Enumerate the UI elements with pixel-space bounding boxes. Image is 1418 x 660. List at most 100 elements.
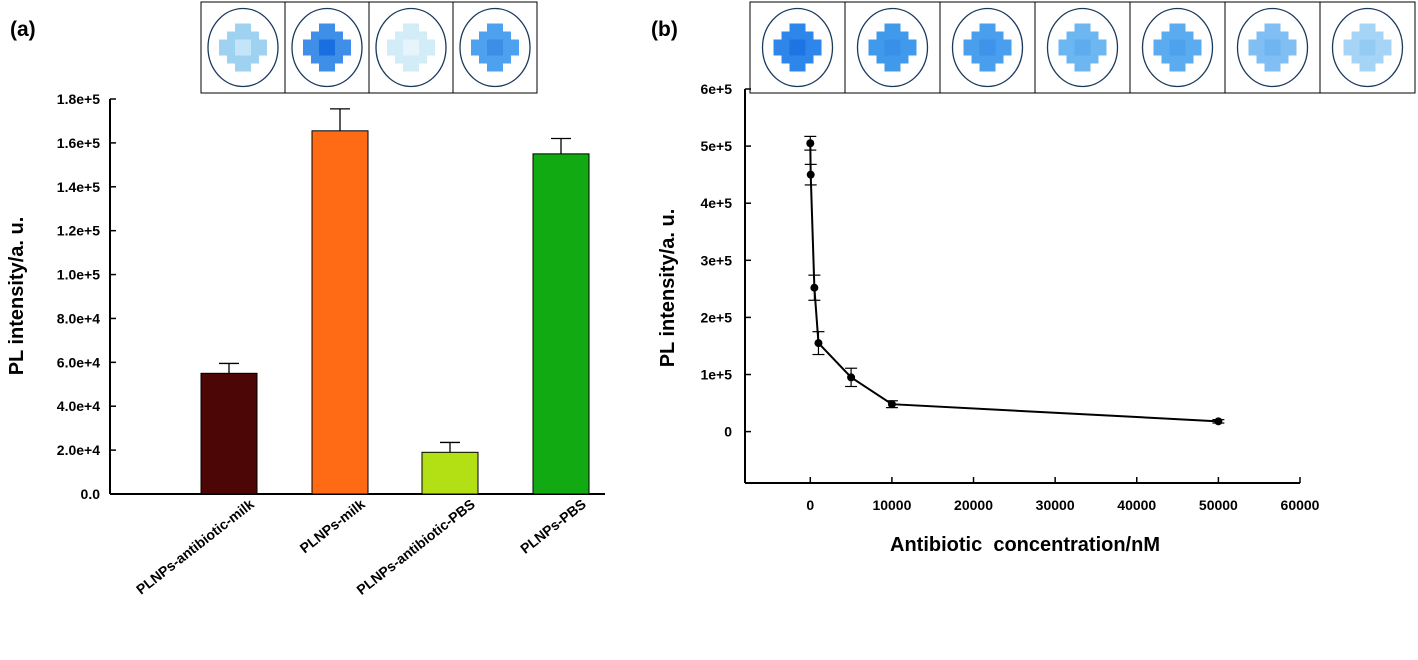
luminescent-spot-icon: [892, 47, 901, 56]
luminescent-spot-icon: [876, 39, 885, 48]
luminescent-spot-icon: [979, 55, 988, 64]
luminescent-spot-icon: [979, 63, 988, 72]
panel-b-spot-image-1: [856, 7, 929, 88]
y-tick-label: 3e+5: [700, 252, 732, 268]
luminescent-spot-icon: [987, 23, 996, 32]
luminescent-spot-icon: [227, 47, 235, 56]
luminescent-spot-icon: [963, 39, 972, 48]
bar-PLNPs-antibiotic-PBS: [421, 451, 479, 495]
luminescent-spot-icon: [495, 47, 503, 56]
luminescent-spot-icon: [1169, 31, 1178, 40]
luminescent-spot-icon: [971, 39, 980, 48]
luminescent-spot-icon: [813, 39, 822, 48]
luminescent-spot-icon: [503, 39, 511, 48]
luminescent-spot-icon: [511, 47, 519, 56]
data-point: [806, 170, 815, 179]
luminescent-spot-icon: [1248, 39, 1257, 48]
data-point: [806, 139, 815, 148]
luminescent-spot-icon: [387, 47, 395, 56]
data-point: [814, 339, 823, 348]
luminescent-spot-icon: [403, 47, 411, 56]
panel-b-spot-image-3: [1046, 7, 1119, 88]
luminescent-spot-icon: [251, 39, 259, 48]
luminescent-spot-icon: [1066, 55, 1075, 64]
luminescent-spot-icon: [1169, 63, 1178, 72]
luminescent-spot-icon: [1177, 39, 1186, 48]
luminescent-spot-icon: [1090, 47, 1099, 56]
luminescent-spot-icon: [900, 31, 909, 40]
luminescent-spot-icon: [259, 39, 267, 48]
luminescent-spot-icon: [884, 39, 893, 48]
luminescent-spot-icon: [1272, 63, 1281, 72]
panel-a-image-strip: [200, 1, 538, 94]
data-point: [847, 373, 856, 382]
luminescent-spot-icon: [1256, 47, 1265, 56]
luminescent-spot-icon: [243, 39, 251, 48]
luminescent-spot-icon: [1359, 31, 1368, 40]
luminescent-spot-icon: [963, 47, 972, 56]
luminescent-spot-icon: [479, 55, 487, 64]
luminescent-spot-icon: [1375, 47, 1384, 56]
luminescent-spot-icon: [1185, 39, 1194, 48]
luminescent-spot-icon: [781, 39, 790, 48]
luminescent-spot-icon: [411, 23, 419, 32]
luminescent-spot-icon: [1367, 47, 1376, 56]
y-tick-label: 6.0e+4: [57, 354, 100, 370]
luminescent-spot-icon: [1185, 47, 1194, 56]
luminescent-spot-icon: [487, 39, 495, 48]
category-label: PLNPs-milk: [297, 496, 368, 557]
luminescent-spot-icon: [227, 39, 235, 48]
panel-b-label: (b): [651, 18, 678, 41]
luminescent-spot-icon: [311, 31, 319, 40]
luminescent-spot-icon: [1169, 55, 1178, 64]
y-tick-label: 1.0e+5: [57, 267, 100, 283]
luminescent-spot-icon: [235, 39, 243, 48]
panel-a-spot-image-3: [459, 7, 531, 88]
luminescent-spot-icon: [797, 31, 806, 40]
y-tick-label: 4.0e+4: [57, 398, 100, 414]
luminescent-spot-icon: [1280, 47, 1289, 56]
luminescent-spot-icon: [1074, 47, 1083, 56]
luminescent-spot-icon: [789, 31, 798, 40]
luminescent-spot-icon: [311, 39, 319, 48]
luminescent-spot-icon: [487, 47, 495, 56]
luminescent-spot-icon: [1351, 55, 1360, 64]
luminescent-spot-icon: [1169, 47, 1178, 56]
luminescent-spot-icon: [1280, 39, 1289, 48]
luminescent-spot-icon: [403, 23, 411, 32]
luminescent-spot-icon: [335, 39, 343, 48]
luminescent-spot-icon: [235, 63, 243, 72]
luminescent-spot-icon: [1177, 23, 1186, 32]
data-point: [810, 283, 819, 292]
luminescent-spot-icon: [892, 63, 901, 72]
luminescent-spot-icon: [471, 39, 479, 48]
luminescent-spot-icon: [327, 55, 335, 64]
panel-a-spot-image-1: [291, 7, 363, 88]
luminescent-spot-icon: [979, 23, 988, 32]
y-tick-label: 1.2e+5: [57, 223, 100, 239]
luminescent-spot-icon: [797, 63, 806, 72]
y-tick-label: 0: [724, 424, 732, 440]
luminescent-spot-icon: [1280, 55, 1289, 64]
category-label: PLNPs-PBS: [517, 496, 589, 557]
luminescent-spot-icon: [1359, 39, 1368, 48]
panel-b-x-axis-title: Antibiotic concentration/nM: [890, 534, 1160, 556]
y-tick-label: 2e+5: [700, 309, 732, 325]
luminescent-spot-icon: [427, 47, 435, 56]
luminescent-spot-icon: [327, 39, 335, 48]
luminescent-spot-icon: [1090, 55, 1099, 64]
panel-b-spot-image-0: [761, 7, 834, 88]
bar-PLNPs-antibiotic-milk: [200, 372, 258, 495]
luminescent-spot-icon: [1066, 31, 1075, 40]
y-tick-label: 1.6e+5: [57, 135, 100, 151]
luminescent-spot-icon: [495, 63, 503, 72]
luminescent-spot-icon: [1272, 39, 1281, 48]
luminescent-spot-icon: [1074, 31, 1083, 40]
luminescent-spot-icon: [773, 39, 782, 48]
luminescent-spot-icon: [411, 55, 419, 64]
luminescent-spot-icon: [259, 47, 267, 56]
luminescent-spot-icon: [1248, 47, 1257, 56]
panel-a-spot-image-2: [375, 7, 447, 88]
luminescent-spot-icon: [319, 31, 327, 40]
luminescent-spot-icon: [987, 39, 996, 48]
